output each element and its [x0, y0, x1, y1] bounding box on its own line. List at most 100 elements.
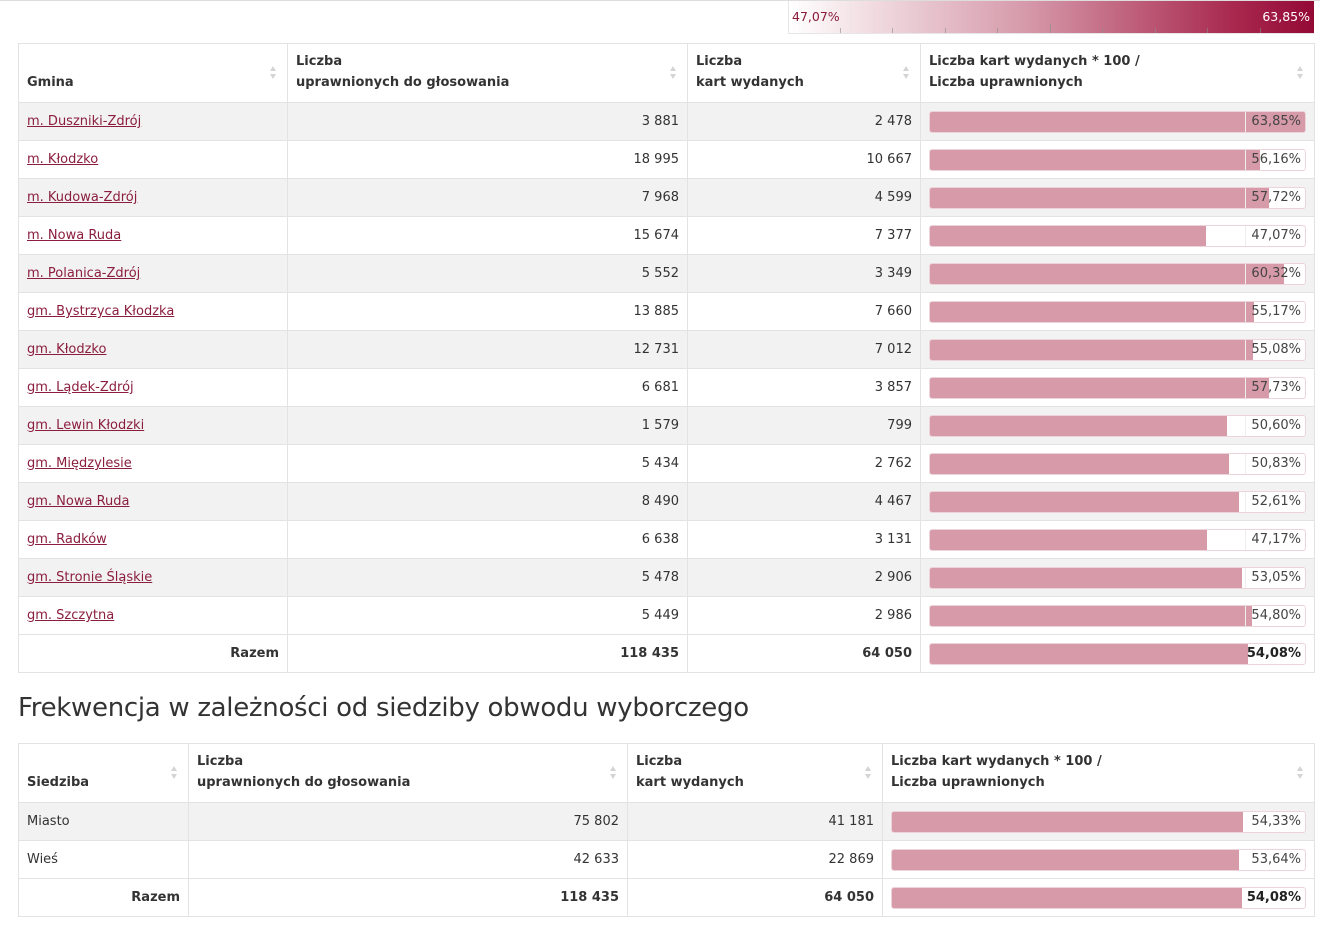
sort-icon: [270, 64, 277, 82]
column-header-gmina[interactable]: Gmina: [18, 43, 288, 103]
uprawnieni-cell: 118 435: [188, 878, 628, 917]
sort-icon: [903, 64, 910, 82]
gmina-link[interactable]: gm. Stronie Śląskie: [27, 570, 153, 585]
frekwencja-cell: 50,60%: [920, 406, 1315, 445]
total-label: Razem: [131, 890, 180, 905]
column-header-frekwencja[interactable]: Liczba kart wydanych * 100 / Liczba upra…: [920, 43, 1315, 103]
frekwencja-bar-fill: [892, 811, 1244, 832]
frekwencja-bar: 52,61%: [929, 490, 1306, 513]
table-row: m. Nowa Ruda 15 674 7 377 47,07%: [18, 216, 1315, 255]
name-cell: Miasto: [18, 802, 189, 841]
gmina-link[interactable]: gm. Szczytna: [27, 608, 115, 623]
name-cell: Razem: [18, 634, 288, 673]
karty-cell: 7 012: [687, 330, 921, 369]
legend-tick: [839, 28, 841, 33]
frekwencja-bar: 57,72%: [929, 186, 1306, 209]
siedziba-label: Miasto: [27, 814, 70, 829]
table-row: gm. Lewin Kłodzki 1 579 799 50,60%: [18, 406, 1315, 445]
gmina-link[interactable]: gm. Międzylesie: [27, 456, 132, 471]
legend-tick: [1102, 28, 1103, 33]
column-header-frekwencja[interactable]: Liczba kart wydanych * 100 / Liczba upra…: [882, 743, 1315, 803]
legend-tick: [1049, 24, 1051, 33]
frekwencja-bar: 50,83%: [929, 452, 1306, 475]
bar-separator: [1245, 149, 1247, 170]
column-header-uprawnieni[interactable]: Liczba uprawnionych do głosowania: [188, 743, 628, 803]
karty-cell: 2 986: [687, 596, 921, 635]
name-cell: gm. Kłodzko: [18, 330, 288, 369]
legend-tick: [892, 28, 893, 33]
table-row: Wieś 42 633 22 869 53,64%: [18, 840, 1315, 879]
legend-tick: [1154, 28, 1156, 33]
gmina-link[interactable]: m. Duszniki-Zdrój: [27, 114, 142, 129]
legend-tick: [1207, 28, 1208, 33]
table-row: gm. Radków 6 638 3 131 47,17%: [18, 520, 1315, 559]
uprawnieni-cell: 6 681: [287, 368, 688, 407]
gmina-link[interactable]: gm. Radków: [27, 532, 107, 547]
siedziba-label: Wieś: [27, 852, 58, 867]
bar-separator: [1245, 225, 1247, 246]
gmina-link[interactable]: m. Kłodzko: [27, 152, 99, 167]
name-cell: gm. Bystrzyca Kłodzka: [18, 292, 288, 331]
frekwencja-value: 55,17%: [1251, 303, 1301, 319]
karty-cell: 64 050: [627, 878, 883, 917]
bar-separator: [1245, 453, 1247, 474]
name-cell: m. Kudowa-Zdrój: [18, 178, 288, 217]
uprawnieni-cell: 42 633: [188, 840, 628, 879]
frekwencja-value: 54,08%: [1246, 889, 1301, 905]
frekwencja-value: 54,08%: [1246, 645, 1301, 661]
gmina-link[interactable]: gm. Kłodzko: [27, 342, 107, 357]
karty-cell: 2 762: [687, 444, 921, 483]
gmina-link[interactable]: m. Nowa Ruda: [27, 228, 122, 243]
top-divider: [0, 0, 1320, 1]
gmina-link[interactable]: gm. Nowa Ruda: [27, 494, 130, 509]
gmina-link[interactable]: gm. Lewin Kłodzki: [27, 418, 145, 433]
frekwencja-cell: 54,08%: [920, 634, 1315, 673]
frekwencja-bar: 55,17%: [929, 300, 1306, 323]
column-header-uprawnieni[interactable]: Liczba uprawnionych do głosowania: [287, 43, 688, 103]
uprawnieni-cell: 6 638: [287, 520, 688, 559]
uprawnieni-cell: 8 490: [287, 482, 688, 521]
karty-cell: 4 599: [687, 178, 921, 217]
name-cell: gm. Międzylesie: [18, 444, 288, 483]
column-header-karty[interactable]: Liczba kart wydanych: [687, 43, 921, 103]
uprawnieni-cell: 118 435: [287, 634, 688, 673]
karty-cell: 41 181: [627, 802, 883, 841]
bar-separator: [1245, 187, 1247, 208]
gmina-link[interactable]: m. Polanica-Zdrój: [27, 266, 141, 281]
gmina-link[interactable]: gm. Lądek-Zdrój: [27, 380, 134, 395]
frekwencja-bar-fill: [930, 377, 1270, 398]
table-row: m. Kłodzko 18 995 10 667 56,16%: [18, 140, 1315, 179]
frekwencja-value: 57,73%: [1251, 379, 1301, 395]
frekwencja-value: 52,61%: [1251, 493, 1301, 509]
frekwencja-value: 63,85%: [1251, 113, 1301, 129]
turnout-by-gmina-table: Gmina Liczba uprawnionych do głosowania …: [18, 43, 1315, 673]
column-header-karty[interactable]: Liczba kart wydanych: [627, 743, 883, 803]
frekwencja-bar: 57,73%: [929, 376, 1306, 399]
frekwencja-value: 54,33%: [1251, 813, 1301, 829]
frekwencja-cell: 57,72%: [920, 178, 1315, 217]
uprawnieni-cell: 5 552: [287, 254, 688, 293]
frekwencja-bar: 50,60%: [929, 414, 1306, 437]
frekwencja-bar-fill: [930, 453, 1229, 474]
karty-cell: 7 660: [687, 292, 921, 331]
total-label: Razem: [230, 646, 279, 661]
sort-icon: [171, 764, 178, 782]
karty-cell: 3 857: [687, 368, 921, 407]
karty-cell: 22 869: [627, 840, 883, 879]
legend-tick: [1259, 28, 1261, 33]
legend-tick: [997, 28, 998, 33]
name-cell: gm. Lądek-Zdrój: [18, 368, 288, 407]
frekwencja-value: 55,08%: [1251, 341, 1301, 357]
name-cell: Wieś: [18, 840, 189, 879]
gmina-link[interactable]: gm. Bystrzyca Kłodzka: [27, 304, 175, 319]
total-row: Razem 118 435 64 050 54,08%: [18, 878, 1315, 917]
gmina-link[interactable]: m. Kudowa-Zdrój: [27, 190, 138, 205]
uprawnieni-cell: 15 674: [287, 216, 688, 255]
legend-max-label: 63,85%: [1262, 9, 1310, 24]
table-row: m. Duszniki-Zdrój 3 881 2 478 63,85%: [18, 102, 1315, 141]
frekwencja-cell: 55,17%: [920, 292, 1315, 331]
uprawnieni-cell: 5 434: [287, 444, 688, 483]
frekwencja-cell: 56,16%: [920, 140, 1315, 179]
name-cell: m. Kłodzko: [18, 140, 288, 179]
column-header-siedziba[interactable]: Siedziba: [18, 743, 189, 803]
